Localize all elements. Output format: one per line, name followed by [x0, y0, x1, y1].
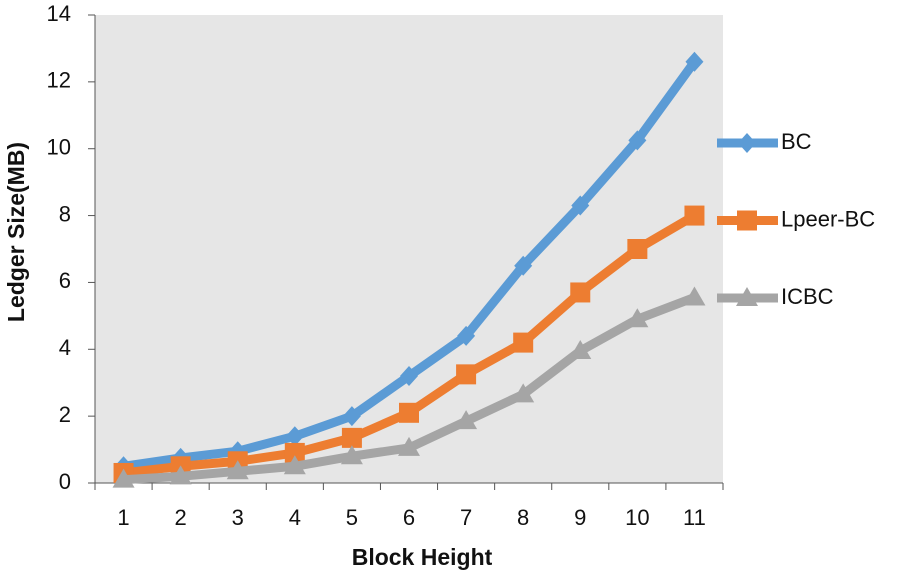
y-tick-label: 8	[59, 201, 71, 226]
data-point	[571, 195, 590, 216]
data-point	[399, 402, 419, 423]
legend-marker	[737, 210, 757, 231]
data-point	[226, 460, 249, 480]
data-point	[112, 468, 135, 488]
y-tick-label: 12	[47, 68, 71, 93]
data-point	[283, 455, 306, 475]
legend-marker	[736, 287, 758, 306]
x-tick-label: 4	[289, 505, 301, 530]
data-point	[398, 436, 420, 456]
y-tick-label: 4	[59, 335, 71, 360]
data-point	[570, 282, 591, 303]
data-point	[627, 239, 648, 259]
data-point	[628, 130, 647, 151]
x-tick-label: 10	[625, 505, 649, 530]
x-tick-label: 6	[403, 505, 415, 530]
legend-label: Lpeer-BC	[781, 206, 875, 231]
y-axis-title: Ledger Size(MB)	[3, 142, 29, 322]
data-point	[512, 383, 535, 403]
x-tick-label: 9	[574, 505, 586, 530]
data-point	[341, 427, 362, 448]
x-tick-label: 3	[232, 505, 244, 530]
data-point	[569, 339, 592, 359]
data-point	[169, 465, 192, 485]
x-tick-label: 5	[346, 505, 358, 530]
legend-label: BC	[781, 129, 812, 154]
y-tick-label: 10	[47, 135, 71, 160]
data-point	[340, 445, 363, 465]
data-point	[683, 286, 706, 306]
data-point	[514, 255, 533, 276]
x-tick-label: 2	[175, 505, 187, 530]
y-tick-label: 6	[59, 268, 71, 293]
data-point	[684, 205, 705, 226]
x-tick-label: 11	[683, 505, 706, 530]
x-axis-title: Block Height	[352, 544, 493, 570]
data-point	[285, 426, 304, 447]
data-point	[455, 410, 478, 430]
data-point	[284, 442, 305, 463]
data-point	[400, 366, 418, 387]
data-point	[457, 325, 476, 346]
legend-marker	[738, 133, 756, 153]
data-point	[513, 332, 534, 353]
data-point	[626, 308, 649, 328]
x-tick-label: 7	[460, 505, 472, 530]
data-point	[456, 364, 477, 385]
data-point	[685, 51, 704, 72]
x-tick-label: 1	[117, 505, 129, 530]
legend-label: ICBC	[781, 284, 834, 309]
y-tick-label: 14	[47, 1, 71, 26]
y-tick-label: 0	[59, 469, 71, 494]
x-tick-label: 8	[517, 505, 529, 530]
data-point	[342, 406, 361, 427]
y-tick-label: 2	[59, 402, 71, 427]
